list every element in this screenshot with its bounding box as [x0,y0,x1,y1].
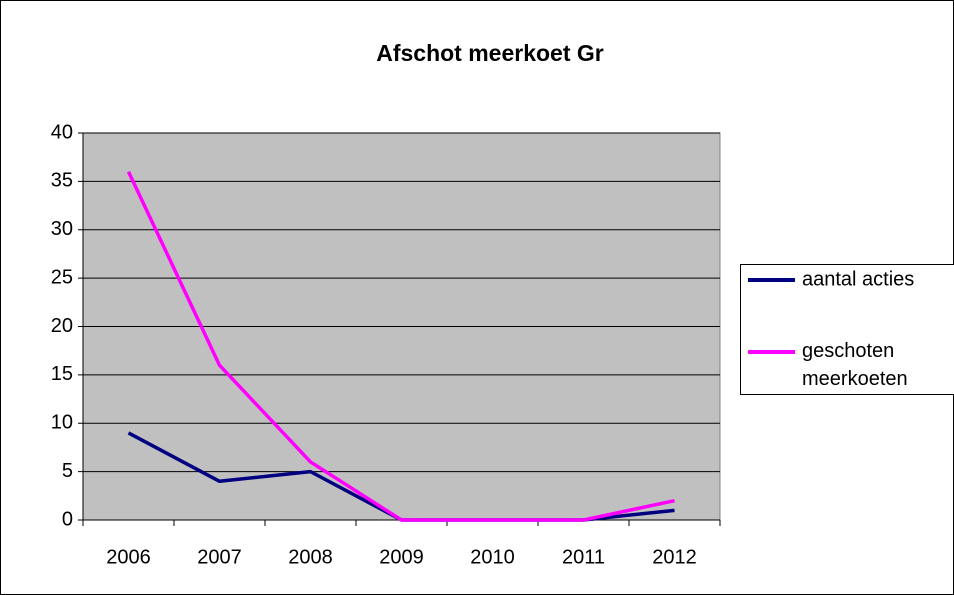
x-tick-label: 2008 [288,546,333,568]
y-tick-label: 0 [62,508,73,530]
chart-title: Afschot meerkoet Gr [376,40,604,66]
y-tick-label: 20 [51,315,73,337]
x-tick-label: 2006 [106,546,151,568]
y-tick-label: 15 [51,363,73,385]
x-tick-label: 2012 [652,546,697,568]
y-tick-label: 25 [51,266,73,288]
series-line [126,170,675,522]
y-tick-label: 35 [51,170,73,192]
y-tick-label: 5 [62,460,73,482]
x-tick-label: 2011 [562,546,605,568]
legend-box [740,264,954,395]
x-tick-label: 2010 [470,546,515,568]
legend-label: geschoten meerkoeten [802,340,908,390]
y-tick-label: 40 [51,121,73,143]
x-tick-label: 2007 [197,546,242,568]
x-tick-label: 2009 [379,546,424,568]
y-tick-label: 10 [51,412,73,434]
y-tick-label: 30 [51,218,73,240]
legend-label: aantal acties [802,268,914,290]
